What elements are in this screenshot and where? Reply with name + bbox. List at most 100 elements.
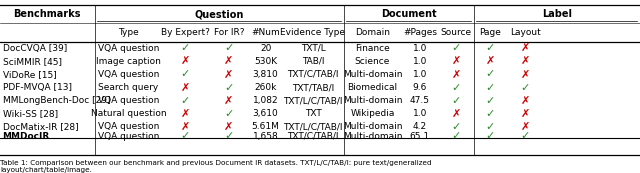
Text: MMLongBench-Doc [29]: MMLongBench-Doc [29]	[3, 96, 110, 105]
Text: ✗: ✗	[521, 122, 530, 132]
Text: ✓: ✓	[224, 109, 234, 119]
Text: ✗: ✗	[486, 56, 495, 66]
Text: ✗: ✗	[451, 109, 461, 119]
Text: Source: Source	[440, 28, 472, 37]
Text: ✗: ✗	[521, 69, 530, 79]
Text: 3,810: 3,810	[253, 70, 278, 79]
Text: VQA question: VQA question	[98, 132, 159, 141]
Text: Type: Type	[118, 28, 139, 37]
Text: Search query: Search query	[98, 83, 159, 92]
Text: #Pages: #Pages	[403, 28, 437, 37]
Text: ✗: ✗	[180, 83, 190, 93]
Text: MMDocIR: MMDocIR	[3, 132, 50, 141]
Text: 9.6: 9.6	[413, 83, 427, 92]
Text: Image caption: Image caption	[96, 57, 161, 66]
Text: ✓: ✓	[486, 43, 495, 53]
Text: By Expert?: By Expert?	[161, 28, 210, 37]
Text: PDF-MVQA [13]: PDF-MVQA [13]	[3, 83, 72, 92]
Text: 47.5: 47.5	[410, 96, 430, 105]
Text: ✓: ✓	[451, 122, 461, 132]
Text: Document: Document	[381, 9, 436, 19]
Text: TXT/L/C/TAB/I: TXT/L/C/TAB/I	[284, 96, 342, 105]
Text: DocCVQA [39]: DocCVQA [39]	[3, 44, 67, 53]
Text: ✓: ✓	[224, 131, 234, 141]
Text: Natural question: Natural question	[90, 109, 166, 118]
Text: ✓: ✓	[180, 131, 190, 141]
Text: ✓: ✓	[486, 69, 495, 79]
Text: ✗: ✗	[224, 122, 234, 132]
Text: 5.61M: 5.61M	[252, 122, 280, 131]
Text: 260k: 260k	[255, 83, 276, 92]
Text: Wiki-SS [28]: Wiki-SS [28]	[3, 109, 58, 118]
Text: ✗: ✗	[521, 56, 530, 66]
Text: VQA question: VQA question	[98, 122, 159, 131]
Text: ✓: ✓	[451, 131, 461, 141]
Text: Multi-domain: Multi-domain	[343, 122, 402, 131]
Text: TXT/C/TAB/I: TXT/C/TAB/I	[287, 70, 339, 79]
Text: #Num: #Num	[252, 28, 280, 37]
Text: SciMMIR [45]: SciMMIR [45]	[3, 57, 61, 66]
Text: Table 1: Comparison between our benchmark and previous Document IR datasets. TXT: Table 1: Comparison between our benchmar…	[0, 160, 431, 173]
Text: ✗: ✗	[180, 109, 190, 119]
Text: Page: Page	[479, 28, 501, 37]
Text: Benchmarks: Benchmarks	[13, 9, 81, 19]
Text: Evidence Type: Evidence Type	[280, 28, 346, 37]
Text: Domain: Domain	[355, 28, 390, 37]
Text: Finance: Finance	[355, 44, 390, 53]
Text: VQA question: VQA question	[98, 96, 159, 105]
Text: ✓: ✓	[486, 131, 495, 141]
Text: 20: 20	[260, 44, 271, 53]
Text: 4.2: 4.2	[413, 122, 427, 131]
Text: ✓: ✓	[486, 96, 495, 106]
Text: Question: Question	[195, 9, 244, 19]
Text: ✓: ✓	[180, 96, 190, 106]
Text: ✗: ✗	[180, 56, 190, 66]
Text: Multi-domain: Multi-domain	[343, 70, 402, 79]
Text: 1.0: 1.0	[413, 70, 427, 79]
Text: ✗: ✗	[521, 109, 530, 119]
Text: ✓: ✓	[521, 131, 530, 141]
Text: ✓: ✓	[451, 96, 461, 106]
Text: TAB/I: TAB/I	[301, 57, 324, 66]
Text: Wikipedia: Wikipedia	[350, 109, 395, 118]
Text: 1.0: 1.0	[413, 109, 427, 118]
Text: VQA question: VQA question	[98, 70, 159, 79]
Text: ✓: ✓	[180, 43, 190, 53]
Text: Biomedical: Biomedical	[348, 83, 397, 92]
Text: ✓: ✓	[521, 83, 530, 93]
Text: ✓: ✓	[486, 109, 495, 119]
Text: ✗: ✗	[224, 69, 234, 79]
Text: 1,658: 1,658	[253, 132, 278, 141]
Text: Label: Label	[542, 9, 572, 19]
Text: ✗: ✗	[224, 96, 234, 106]
Text: 1.0: 1.0	[413, 44, 427, 53]
Text: For IR?: For IR?	[214, 28, 244, 37]
Text: ✗: ✗	[180, 122, 190, 132]
Text: ✓: ✓	[224, 43, 234, 53]
Text: TXT/L: TXT/L	[301, 44, 325, 53]
Text: 1.0: 1.0	[413, 57, 427, 66]
Text: ✗: ✗	[521, 43, 530, 53]
Text: ✓: ✓	[180, 69, 190, 79]
Text: Science: Science	[355, 57, 390, 66]
Text: Multi-domain: Multi-domain	[343, 96, 402, 105]
Text: ✗: ✗	[451, 69, 461, 79]
Text: ✗: ✗	[521, 96, 530, 106]
Text: TXT/C/TAB/I: TXT/C/TAB/I	[287, 132, 339, 141]
Text: 530K: 530K	[254, 57, 277, 66]
Text: ViDoRe [15]: ViDoRe [15]	[3, 70, 56, 79]
Text: VQA question: VQA question	[98, 44, 159, 53]
Text: ✓: ✓	[486, 122, 495, 132]
Text: ✓: ✓	[486, 83, 495, 93]
Text: ✓: ✓	[224, 83, 234, 93]
Text: TXT/TAB/I: TXT/TAB/I	[292, 83, 334, 92]
Text: ✓: ✓	[451, 43, 461, 53]
Text: ✓: ✓	[451, 83, 461, 93]
Text: 65.1: 65.1	[410, 132, 430, 141]
Text: Layout: Layout	[510, 28, 541, 37]
Text: TXT: TXT	[305, 109, 321, 118]
Text: Multi-domain: Multi-domain	[343, 132, 402, 141]
Text: 1,082: 1,082	[253, 96, 278, 105]
Text: DocMatix-IR [28]: DocMatix-IR [28]	[3, 122, 78, 131]
Text: TXT/L/C/TAB/I: TXT/L/C/TAB/I	[284, 122, 342, 131]
